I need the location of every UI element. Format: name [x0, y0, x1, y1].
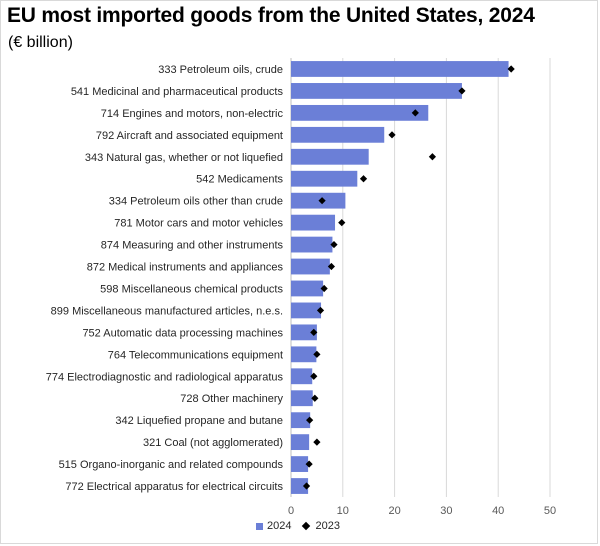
bar-2024 — [291, 192, 346, 209]
marker-2023 — [320, 284, 328, 293]
bar-2024 — [291, 104, 429, 121]
chart-subtitle: (€ billion) — [8, 34, 73, 51]
legend-label-2024: 2024 — [267, 520, 292, 532]
x-tick-label: 40 — [492, 505, 504, 517]
bar-2024 — [291, 236, 333, 253]
bar-2024 — [291, 434, 310, 451]
marker-2023 — [310, 328, 318, 336]
legend: 2024 2023 — [256, 520, 340, 532]
category-label: 774 Electrodiagnostic and radiological a… — [46, 371, 284, 383]
x-tick-label: 10 — [337, 505, 349, 517]
marker-2023 — [311, 394, 319, 402]
marker-2023 — [318, 197, 326, 205]
bar-2024 — [291, 170, 358, 187]
x-tick-label: 0 — [288, 505, 294, 517]
category-label: 541 Medicinal and pharmaceutical product… — [71, 86, 284, 98]
bar-2024 — [291, 83, 462, 99]
marker-2023 — [388, 131, 396, 139]
legend-swatch-2024 — [256, 522, 263, 530]
category-label: 764 Telecommunications equipment — [108, 349, 283, 361]
category-label: 542 Medicaments — [196, 174, 283, 186]
bar-2024 — [291, 126, 385, 143]
marker-2023 — [507, 65, 515, 73]
marker-2023 — [306, 416, 314, 424]
bar-2024 — [291, 412, 311, 429]
category-label: 792 Aircraft and associated equipment — [96, 130, 283, 142]
marker-2023 — [359, 175, 368, 183]
marker-2023 — [316, 306, 325, 315]
category-label: 334 Petroleum oils other than crude — [109, 196, 283, 208]
bar-2024 — [291, 346, 317, 363]
category-label: 342 Liquefied propane and butane — [115, 415, 283, 427]
category-label: 899 Miscellaneous manufactured articles,… — [51, 305, 283, 317]
marker-2023 — [411, 109, 419, 117]
x-tick-label: 30 — [440, 505, 452, 517]
bar-2024 — [291, 478, 309, 494]
category-label: 321 Coal (not agglomerated) — [143, 437, 283, 449]
legend-swatch-2023 — [302, 521, 311, 531]
category-label: 515 Organo-inorganic and related compoun… — [59, 459, 284, 471]
bar-2024 — [291, 61, 509, 77]
bar-2024 — [291, 390, 313, 407]
marker-2023 — [330, 240, 338, 249]
category-label: 874 Measuring and other instruments — [101, 240, 284, 252]
bar-2024 — [291, 258, 330, 275]
marker-2023 — [458, 87, 466, 95]
marker-2023 — [302, 482, 311, 490]
category-label: 781 Motor cars and motor vehicles — [114, 218, 283, 230]
category-label: 728 Other machinery — [180, 393, 283, 405]
marker-2023 — [310, 372, 318, 380]
bar-2024 — [291, 324, 317, 341]
marker-2023 — [313, 438, 321, 446]
category-label: 333 Petroleum oils, crude — [158, 64, 283, 76]
marker-2023 — [338, 219, 346, 227]
chart-title: EU most imported goods from the United S… — [7, 4, 535, 27]
x-tick-label: 50 — [544, 505, 556, 517]
category-label: 872 Medical instruments and appliances — [87, 262, 284, 274]
category-label: 714 Engines and motors, non-electric — [101, 108, 284, 120]
marker-2023 — [327, 262, 336, 271]
marker-2023 — [428, 153, 437, 161]
category-label: 772 Electrical apparatus for electrical … — [65, 481, 283, 493]
category-label: 343 Natural gas, whether or not liquefie… — [85, 152, 283, 164]
bar-2024 — [291, 148, 369, 165]
category-label: 752 Automatic data processing machines — [82, 327, 283, 339]
bar-2024 — [291, 280, 324, 297]
category-label: 598 Miscellaneous chemical products — [100, 283, 283, 295]
marker-2023 — [305, 460, 313, 468]
legend-label-2023: 2023 — [315, 520, 340, 532]
bar-2024 — [291, 368, 313, 385]
marker-2023 — [313, 350, 321, 358]
bar-2024 — [291, 214, 336, 231]
x-tick-label: 20 — [388, 505, 400, 517]
bar-2024 — [291, 456, 309, 472]
bar-2024 — [291, 302, 322, 319]
